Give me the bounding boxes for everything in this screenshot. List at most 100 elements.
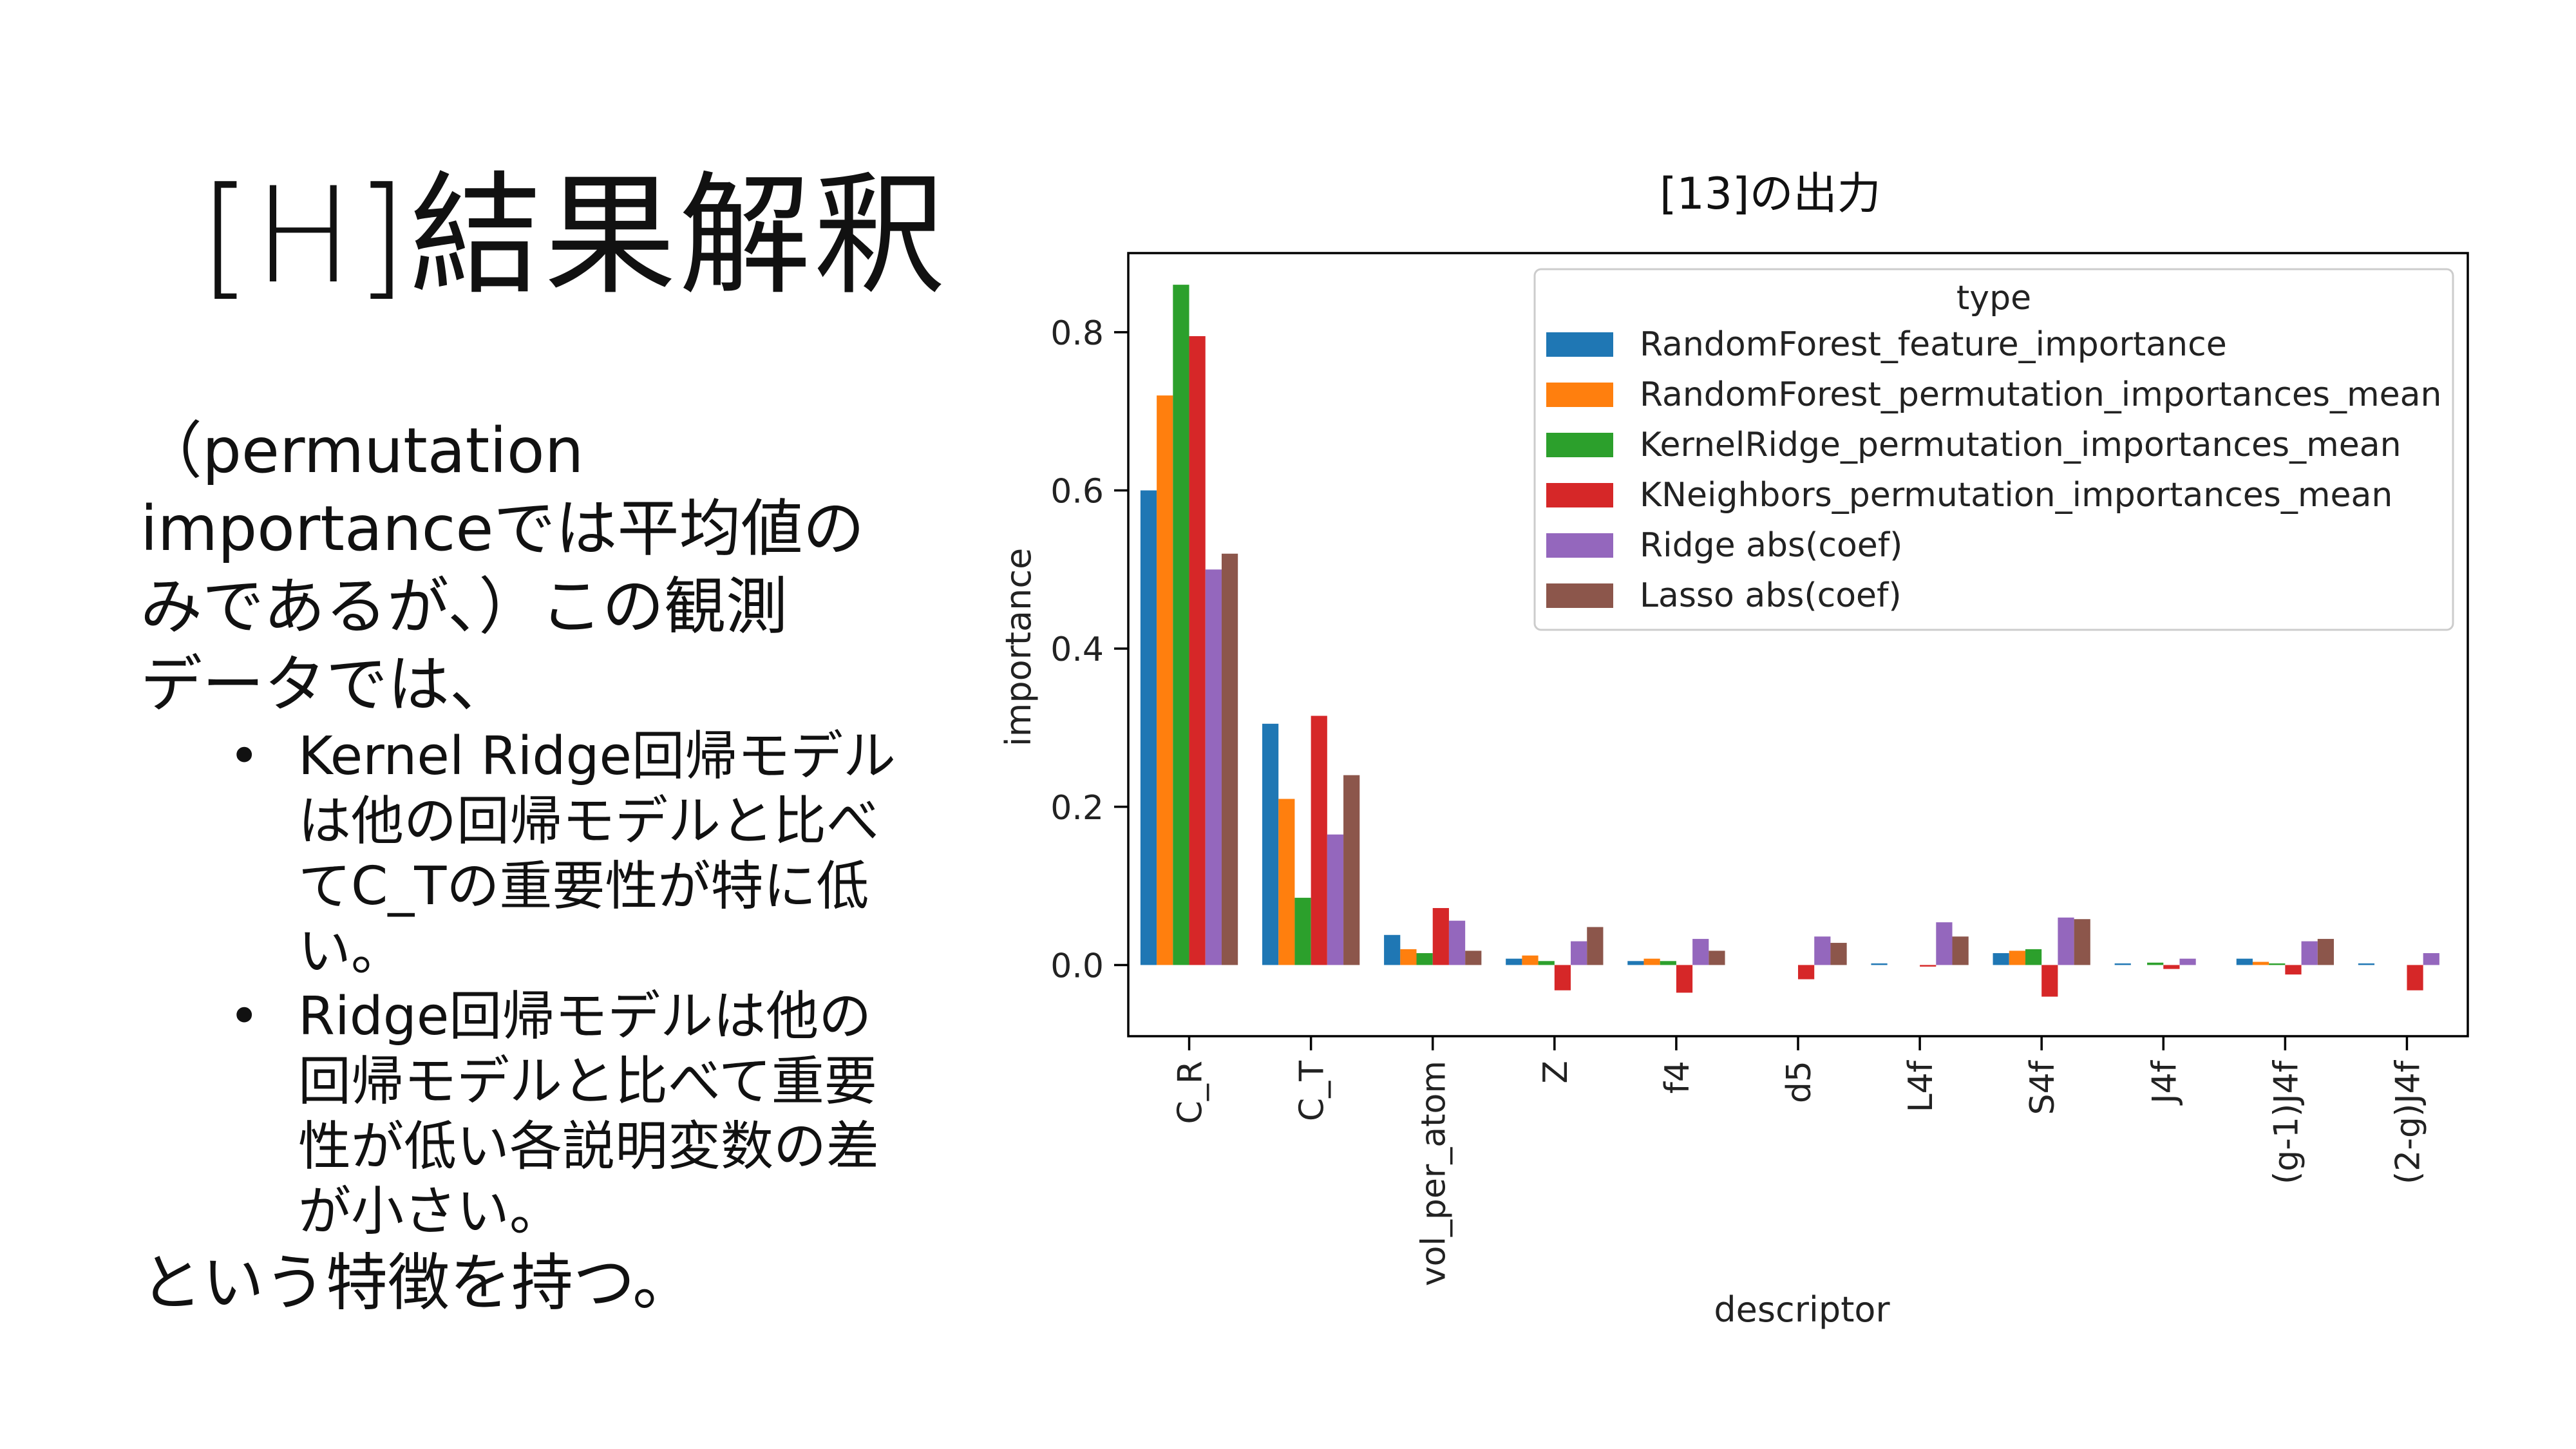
x-tick-label: vol_per_atom: [1415, 1061, 1454, 1286]
legend-entry: RandomForest_feature_importance: [1640, 325, 2227, 364]
bar-C_R-6: [1221, 553, 1238, 965]
legend-swatch: [1546, 332, 1613, 357]
legend-swatch: [1546, 583, 1613, 608]
y-axis-label: importance: [998, 548, 1039, 747]
bar-L4f-5: [1936, 922, 1953, 965]
bullet-glyph: •: [229, 726, 260, 787]
bar-vol_per_atom-3: [1416, 953, 1433, 965]
legend-title: type: [1956, 279, 2031, 317]
legend-swatch: [1546, 483, 1613, 507]
bar-L4f-6: [1952, 936, 1969, 965]
bar-f4-5: [1692, 938, 1709, 965]
bar-S4f-2: [2009, 951, 2025, 965]
body-text: （permutation importanceでは平均値の みであるが、）この観…: [140, 412, 933, 1322]
bar-L4f-4: [1920, 965, 1937, 967]
bar-f4-6: [1709, 951, 1725, 965]
y-tick-label: 0.6: [1050, 472, 1104, 511]
bar-vol_per_atom-2: [1400, 949, 1417, 965]
bar-vol_per_atom-6: [1465, 951, 1482, 965]
bar-Z-6: [1587, 927, 1604, 965]
bar-(g-1)J4f-4: [2285, 965, 2302, 975]
x-tick-label: f4: [1658, 1061, 1697, 1094]
y-tick-label: 0.4: [1050, 630, 1104, 669]
x-tick-label: C_R: [1171, 1061, 1210, 1124]
bar-S4f-5: [2058, 917, 2074, 965]
bar-C_R-1: [1140, 490, 1157, 965]
bar-C_R-4: [1189, 336, 1206, 965]
x-axis-label: descriptor: [1714, 1289, 1890, 1330]
bar-f4-2: [1643, 958, 1660, 965]
bar-S4f-1: [1993, 953, 2009, 965]
bar-(g-1)J4f-1: [2236, 958, 2253, 965]
bar-Z-3: [1538, 961, 1555, 965]
bar-(g-1)J4f-2: [2252, 961, 2269, 965]
bullet-text: Kernel Ridge回帰モデル は他の回帰モデルと比べ てC_Tの重要性が特…: [298, 726, 896, 982]
bar-vol_per_atom-4: [1432, 908, 1449, 965]
legend-entry: KNeighbors_permutation_importances_mean: [1640, 476, 2392, 515]
bar-(2-g)J4f-1: [2358, 963, 2375, 965]
bar-(g-1)J4f-3: [2269, 963, 2286, 965]
bar-L4f-1: [1871, 963, 1888, 965]
legend-box: [1533, 268, 2454, 631]
bullet-list: • Kernel Ridge回帰モデル は他の回帰モデルと比べ てC_Tの重要性…: [140, 724, 933, 1244]
x-tick-label: S4f: [2023, 1059, 2062, 1115]
intro-text: （permutation importanceでは平均値の みであるが、）この観…: [140, 415, 865, 721]
bar-(2-g)J4f-5: [2423, 953, 2439, 965]
bar-C_R-3: [1173, 285, 1189, 965]
legend-swatch: [1546, 533, 1613, 558]
bar-C_R-2: [1157, 395, 1173, 965]
legend-entry: Lasso abs(coef): [1640, 576, 1902, 615]
bar-S4f-3: [2025, 949, 2042, 965]
bar-d5-4: [1798, 965, 1815, 980]
bar-(g-1)J4f-6: [2317, 938, 2334, 965]
bar-Z-5: [1571, 941, 1587, 965]
y-tick-label: 0.0: [1050, 947, 1104, 985]
bar-S4f-6: [2074, 919, 2090, 965]
bar-J4f-3: [2147, 962, 2164, 965]
bar-C_R-5: [1205, 569, 1222, 965]
bar-C_T-2: [1278, 799, 1295, 965]
bar-C_T-4: [1311, 715, 1327, 965]
bullet-item: • Kernel Ridge回帰モデル は他の回帰モデルと比べ てC_Tの重要性…: [229, 724, 933, 984]
chart-caption: [13]の出力: [1660, 169, 1881, 220]
x-tick-label: d5: [1780, 1061, 1819, 1103]
bar-(2-g)J4f-4: [2407, 965, 2423, 990]
legend-entry: KernelRidge_permutation_importances_mean: [1640, 426, 2401, 464]
bullet-glyph: •: [229, 986, 260, 1047]
bar-Z-4: [1554, 965, 1571, 990]
bar-f4-3: [1660, 961, 1676, 965]
legend-swatch: [1546, 383, 1613, 407]
bar-C_T-3: [1294, 898, 1311, 965]
bar-C_T-1: [1262, 723, 1279, 965]
bar-J4f-1: [2114, 963, 2131, 965]
x-tick-label: Z: [1537, 1061, 1575, 1084]
y-tick-label: 0.8: [1050, 314, 1104, 353]
y-tick-label: 0.2: [1050, 789, 1104, 828]
bar-J4f-5: [2179, 958, 2196, 965]
x-tick-label: (2-g)J4f: [2389, 1059, 2427, 1184]
bar-C_T-6: [1343, 775, 1360, 965]
legend-swatch: [1546, 433, 1613, 457]
bar-S4f-4: [2041, 965, 2058, 997]
bullet-item: • Ridge回帰モデルは他の 回帰モデルと比べて重要 性が低い各説明変数の差 …: [229, 984, 933, 1244]
x-tick-label: L4f: [1902, 1059, 1940, 1112]
legend-entry: RandomForest_permutation_importances_mea…: [1640, 375, 2441, 414]
bar-d5-6: [1830, 943, 1847, 965]
x-tick-label: C_T: [1293, 1061, 1332, 1121]
bar-f4-1: [1627, 961, 1644, 965]
bar-(g-1)J4f-5: [2301, 941, 2318, 965]
bar-f4-4: [1676, 965, 1693, 993]
bar-Z-2: [1522, 955, 1539, 965]
bar-vol_per_atom-5: [1448, 920, 1466, 965]
x-tick-label: (g-1)J4f: [2267, 1059, 2306, 1184]
bar-Z-1: [1506, 958, 1522, 965]
bullet-text: Ridge回帰モデルは他の 回帰モデルと比べて重要 性が低い各説明変数の差 が小…: [298, 986, 880, 1242]
outro-text: という特徴を持つ。: [140, 1247, 695, 1319]
x-tick-label: J4f: [2145, 1059, 2184, 1105]
bar-C_T-5: [1327, 834, 1344, 965]
bar-d5-5: [1814, 936, 1831, 965]
slide-title: [H]結果解釈: [200, 160, 949, 313]
legend-entry: Ridge abs(coef): [1640, 526, 1902, 565]
bar-vol_per_atom-1: [1384, 934, 1401, 965]
